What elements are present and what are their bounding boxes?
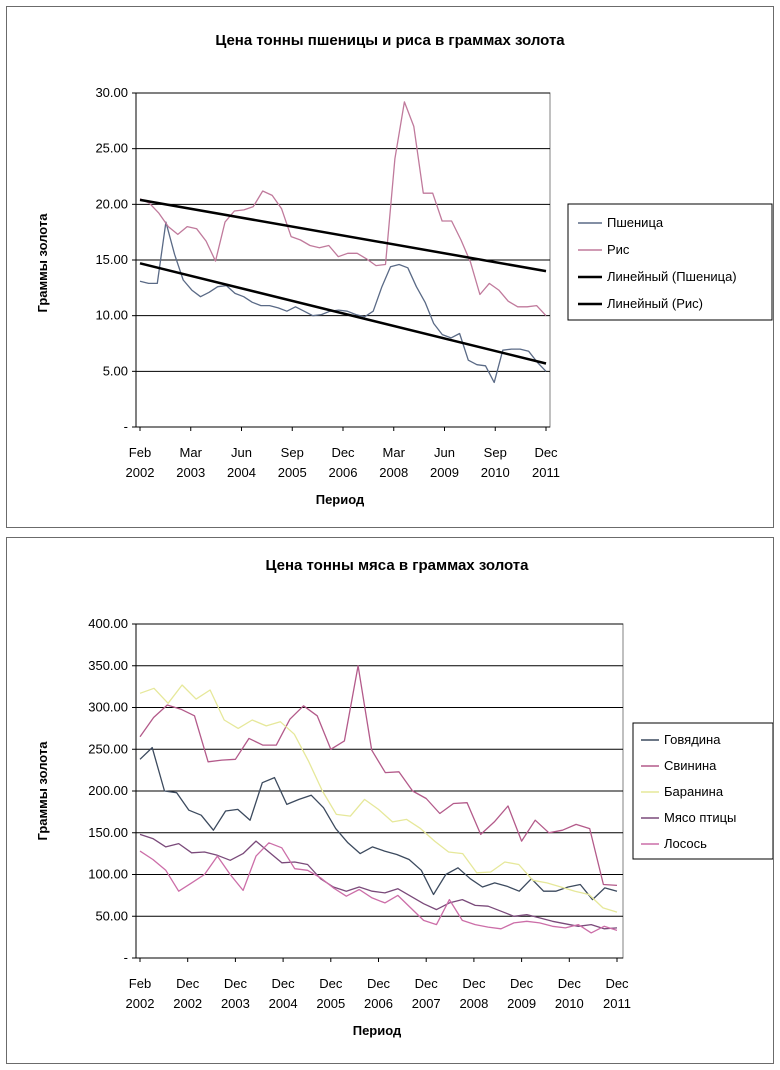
y-tick-label: 250.00 [88, 741, 128, 756]
x-tick-label-year: 2011 [532, 465, 560, 480]
x-tick-label-year: 2003 [221, 996, 250, 1011]
legend-label-trend-wheat: Линейный (Пшеница) [607, 269, 737, 284]
x-tick-label-month: Mar [383, 445, 406, 460]
legend-label-wheat: Пшеница [607, 215, 664, 230]
x-tick-label-month: Dec [331, 445, 355, 460]
chart-panel-grain: Цена тонны пшеницы и риса в граммах золо… [6, 6, 774, 528]
legend-label-pork: Свинина [664, 758, 717, 773]
series-line-rice [139, 101, 547, 317]
gridlines [132, 623, 623, 962]
y-tick-label: - [124, 950, 128, 965]
legend-label-poultry: Мясо птицы [664, 810, 736, 825]
legend-label-trend-rice: Линейный (Рис) [607, 296, 703, 311]
x-tick-label-month: Dec [462, 976, 486, 991]
legend-label-beef: Говядина [664, 732, 721, 747]
y-tick-label: 100.00 [88, 867, 128, 882]
x-tick-label-month: Dec [558, 976, 582, 991]
y-tick-label: 400.00 [88, 616, 128, 631]
y-tick-label: 200.00 [88, 783, 128, 798]
x-tick-label-month: Dec [319, 976, 343, 991]
chart-title: Цена тонны мяса в граммах золота [265, 557, 529, 574]
series-lines [139, 101, 547, 384]
y-tick-label: 20.00 [95, 196, 128, 211]
series-line-salmon [139, 842, 618, 934]
x-tick-label-year: 2004 [227, 465, 256, 480]
x-tick-label-month: Dec [534, 445, 558, 460]
series-line-pork [139, 665, 618, 887]
y-axis-label: Граммы золота [35, 213, 50, 313]
x-tick-label-year: 2010 [555, 996, 584, 1011]
x-tick-label-month: Dec [176, 976, 200, 991]
y-tick-label: 5.00 [103, 363, 128, 378]
x-tick-label-month: Mar [180, 445, 203, 460]
y-tick-label: 300.00 [88, 700, 128, 715]
x-tick-label-year: 2006 [329, 465, 358, 480]
x-tick-label-year: 2002 [126, 996, 155, 1011]
x-tick-label-year: 2005 [278, 465, 307, 480]
series-line-poultry [139, 833, 618, 930]
series-line-trend-rice [139, 198, 547, 273]
x-tick-label-month: Dec [605, 976, 629, 991]
x-tick-labels: Feb 2002 Dec 2002 Dec 2003 Dec 2004 Dec 2005 Dec 20… [126, 976, 631, 1011]
legend-box [632, 722, 773, 860]
y-tick-label: - [124, 419, 128, 434]
x-tick-label-year: 2006 [364, 996, 393, 1011]
x-tick-label-year: 2009 [507, 996, 536, 1011]
chart-meat: Цена тонны мяса в граммах золота - 50.00 1… [35, 557, 773, 1038]
series-lines [139, 665, 618, 934]
y-tick-label: 25.00 [95, 141, 128, 156]
series-line-beef [139, 746, 618, 901]
x-tick-label-year: 2011 [603, 996, 631, 1011]
y-tick-labels: - 5.00 10.00 15.00 20.00 25.00 30.00 [95, 85, 128, 434]
x-tick-label-year: 2002 [126, 465, 155, 480]
legend-label-lamb: Баранина [664, 784, 724, 799]
y-tick-label: 350.00 [88, 658, 128, 673]
x-tick-label-month: Dec [415, 976, 439, 991]
x-tick-label-month: Sep [281, 445, 304, 460]
x-tick-label-year: 2003 [176, 465, 205, 480]
y-tick-label: 50.00 [95, 908, 128, 923]
series-line-trend-wheat [139, 262, 547, 365]
x-tick-label-month: Dec [367, 976, 391, 991]
x-tick-label-year: 2005 [316, 996, 345, 1011]
y-tick-label: 15.00 [95, 252, 128, 267]
series-line-lamb [139, 684, 618, 913]
chart-panel-meat: Цена тонны мяса в граммах золота - 50.00 1… [6, 537, 774, 1064]
series-line-wheat [139, 221, 547, 384]
chart-title: Цена тонны пшеницы и риса в граммах золо… [215, 32, 565, 49]
y-tick-label: 150.00 [88, 825, 128, 840]
x-tick-label-month: Sep [484, 445, 507, 460]
x-tick-label-year: 2008 [379, 465, 408, 480]
chart-grain: Цена тонны пшеницы и риса в граммах золо… [35, 32, 773, 507]
x-axis-label: Период [353, 1023, 402, 1038]
x-tick-labels: Feb 2002 Mar 2003 Jun 2004 Sep 2005 Dec 2006 Mar 20… [126, 445, 560, 480]
x-tick-label-month: Dec [272, 976, 296, 991]
legend-label-rice: Рис [607, 242, 630, 257]
legend-label-salmon: Лосось [664, 836, 707, 851]
x-tick-label-year: 2002 [173, 996, 202, 1011]
legend: Пшеница Рис Линейный (Пшеница) Линейный … [567, 203, 773, 321]
x-tick-label-month: Jun [231, 445, 252, 460]
x-tick-label-month: Jun [434, 445, 455, 460]
x-tick-label-year: 2007 [412, 996, 441, 1011]
x-tick-label-year: 2008 [459, 996, 488, 1011]
y-tick-labels: - 50.00 100.00 150.00 200.00 250.00 300.00 350.… [88, 616, 128, 965]
x-tick-label-month: Dec [224, 976, 248, 991]
x-tick-label-month: Feb [129, 976, 151, 991]
x-axis-label: Период [316, 492, 365, 507]
y-axis-label: Граммы золота [35, 741, 50, 841]
y-tick-label: 10.00 [95, 308, 128, 323]
x-tick-label-year: 2004 [269, 996, 298, 1011]
x-tick-label-month: Dec [510, 976, 534, 991]
y-tick-label: 30.00 [95, 85, 128, 100]
legend: Говядина Свинина Баранина Мясо птицы Лос… [632, 722, 773, 860]
x-tick-label-year: 2010 [481, 465, 510, 480]
x-tick-label-year: 2009 [430, 465, 459, 480]
x-tick-label-month: Feb [129, 445, 151, 460]
